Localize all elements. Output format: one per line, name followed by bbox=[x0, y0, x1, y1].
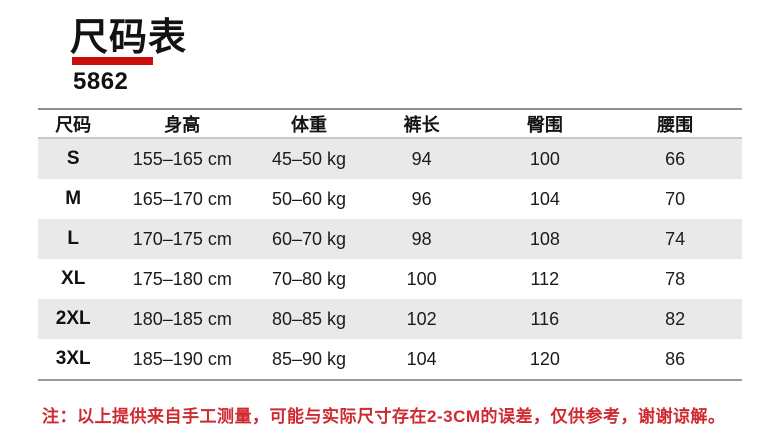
height-cell: 185–190 cm bbox=[108, 339, 257, 381]
title-underline bbox=[72, 57, 153, 65]
weight-cell: 50–60 kg bbox=[271, 188, 347, 209]
size-row-2xl: 2XL 180–185 cm 80–85 kg 102 116 82 bbox=[38, 299, 742, 339]
waist-cell: 82 bbox=[608, 299, 742, 339]
hip-cell: 120 bbox=[481, 339, 609, 381]
hip-cell: 112 bbox=[530, 268, 560, 289]
height-cell: 170–175 cm bbox=[108, 219, 257, 259]
waist-cell: 86 bbox=[608, 339, 742, 381]
size-row-m: M 165–170 cm 50–60 kg 96 104 70 bbox=[38, 179, 742, 219]
weight-cell: 80–85 kg bbox=[256, 299, 362, 339]
pants-length-cell: 98 bbox=[361, 219, 482, 259]
weight-cell: 45–50 kg bbox=[256, 138, 362, 179]
size-table: 尺码 身高 体重 裤长 臀围 腰围 S 155–165 cm 45–50 kg … bbox=[38, 108, 742, 381]
size-cell: 2XL bbox=[38, 299, 109, 339]
table-header-row: 尺码 身高 体重 裤长 臀围 腰围 bbox=[38, 108, 742, 139]
pants-length-cell: 100 bbox=[406, 268, 437, 289]
hip-cell: 108 bbox=[481, 219, 609, 259]
column-header-size: 尺码 bbox=[38, 108, 109, 139]
weight-cell: 85–90 kg bbox=[256, 339, 362, 381]
size-row-xl: XL 175–180 cm 70–80 kg 100 112 78 bbox=[38, 259, 742, 299]
note-text: 注：以上提供来自手工测量，可能与实际尺寸存在2-3CM的误差，仅供参考，谢谢谅解… bbox=[42, 407, 726, 426]
height-cell: 180–185 cm bbox=[108, 299, 257, 339]
size-cell: L bbox=[38, 219, 109, 259]
waist-cell: 74 bbox=[608, 219, 742, 259]
waist-cell: 66 bbox=[608, 138, 742, 179]
hip-cell: 104 bbox=[529, 188, 560, 209]
pants-length-cell: 104 bbox=[361, 339, 482, 381]
size-row-3xl: 3XL 185–190 cm 85–90 kg 104 120 86 bbox=[38, 339, 742, 381]
waist-cell: 70 bbox=[665, 188, 686, 209]
height-cell: 155–165 cm bbox=[108, 138, 257, 179]
height-cell: 165–170 cm bbox=[132, 188, 232, 209]
model-number: 5862 bbox=[73, 68, 129, 95]
size-cell: S bbox=[38, 138, 109, 179]
hip-cell: 116 bbox=[481, 299, 609, 339]
waist-cell: 78 bbox=[665, 268, 686, 289]
height-cell: 175–180 cm bbox=[132, 268, 232, 289]
pants-length-cell: 94 bbox=[361, 138, 482, 179]
column-header-weight: 体重 bbox=[256, 108, 362, 139]
size-cell: XL bbox=[61, 268, 86, 289]
page-title: 尺码表 bbox=[70, 17, 188, 59]
column-header-hip: 臀围 bbox=[481, 108, 609, 139]
weight-cell: 60–70 kg bbox=[256, 219, 362, 259]
column-header-pants-length: 裤长 bbox=[361, 108, 482, 139]
weight-cell: 70–80 kg bbox=[271, 268, 347, 289]
size-row-s: S 155–165 cm 45–50 kg 94 100 66 bbox=[38, 138, 742, 179]
pants-length-cell: 96 bbox=[411, 188, 432, 209]
column-header-waist: 腰围 bbox=[608, 108, 742, 139]
pants-length-cell: 102 bbox=[361, 299, 482, 339]
size-cell: 3XL bbox=[38, 339, 109, 381]
column-header-height: 身高 bbox=[108, 108, 257, 139]
hip-cell: 100 bbox=[481, 138, 609, 179]
size-row-l: L 170–175 cm 60–70 kg 98 108 74 bbox=[38, 219, 742, 259]
size-cell: M bbox=[65, 188, 82, 209]
